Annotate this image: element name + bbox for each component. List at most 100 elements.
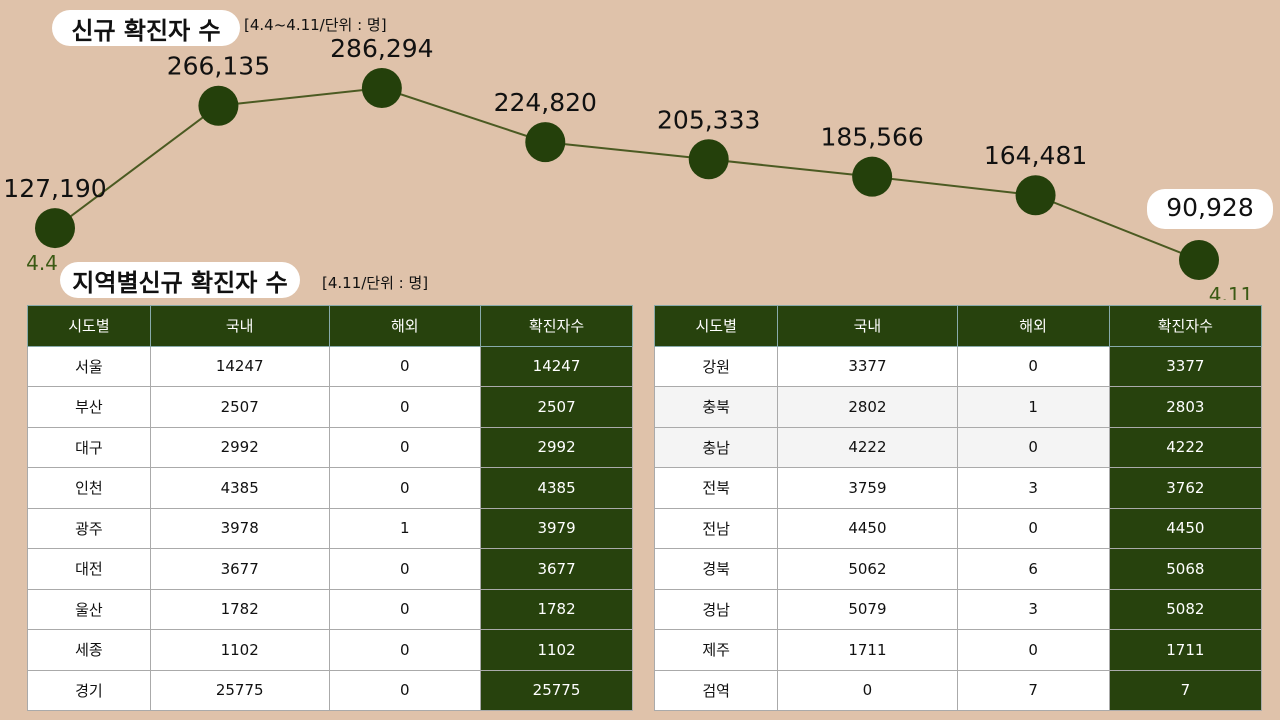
value-label: 127,190 [3,174,106,203]
cell: 7 [956,669,1110,711]
cell: 0 [328,629,482,671]
cell: 14247 [149,345,330,387]
line-chart: 127,190 4.4 266,135 286,294 224,820 205,333 18… [3,34,1273,300]
header-cell: 확진자수 [480,305,633,347]
header-cell: 국내 [777,305,958,347]
cell: 2507 [149,386,330,428]
cell: 0 [328,588,482,630]
cell: 1 [956,386,1110,428]
header-row: 시도별 국내 해외 확진자수 [27,305,633,347]
header-cell: 해외 [956,305,1110,347]
x-label: 4.11 [1209,283,1254,300]
value-label: 205,333 [657,105,760,134]
cell: 2992 [149,426,330,468]
table-row: 강원 3377 0 3377 [653,345,1263,387]
cell: 인천 [27,467,151,509]
cell: 4222 [777,426,958,468]
cell: 0 [956,426,1110,468]
cell: 3759 [777,467,958,509]
cell: 0 [956,345,1110,387]
section-title: 지역별신규 확진자 수 [60,262,300,298]
value-label: 185,566 [820,123,923,152]
total-cell: 4385 [480,467,633,509]
region-table: 시도별 국내 해외 확진자수 강원 3377 0 3377 충북 2802 1 2803 충남 4222 0… [653,305,1263,711]
point [1179,240,1219,280]
cell: 5062 [777,548,958,590]
total-cell: 2992 [480,426,633,468]
table-row: 전북 3759 3 3762 [653,467,1263,509]
chart-subtitle: [4.4~4.11/단위 : 명] [244,16,387,34]
table-row: 세종 1102 0 1102 [27,629,633,671]
header-cell: 해외 [328,305,482,347]
table-row: 충남 4222 0 4222 [653,426,1263,468]
cell: 0 [956,507,1110,549]
total-cell: 1782 [480,588,633,630]
value-label: 164,481 [984,141,1087,170]
table-row: 검역 0 7 7 [653,669,1263,711]
cell: 25775 [149,669,330,711]
cell: 1711 [777,629,958,671]
header-cell: 시도별 [27,305,151,347]
total-cell: 14247 [480,345,633,387]
total-cell: 7 [1108,669,1263,711]
cell: 서울 [27,345,151,387]
cell: 3677 [149,548,330,590]
table-row: 충북 2802 1 2803 [653,386,1263,428]
cell: 0 [328,345,482,387]
cell: 제주 [653,629,779,671]
cell: 3 [956,467,1110,509]
x-label: 4.4 [26,251,58,275]
cell: 대구 [27,426,151,468]
value-label: 90,928 [1166,193,1253,222]
cell: 전남 [653,507,779,549]
cell: 1 [328,507,482,549]
total-cell: 3377 [1108,345,1263,387]
table-row: 서울 14247 0 14247 [27,345,633,387]
cell: 5079 [777,588,958,630]
cell: 경남 [653,588,779,630]
cell: 전북 [653,467,779,509]
cell: 경기 [27,669,151,711]
section-subtitle: [4.11/단위 : 명] [322,274,429,292]
cell: 검역 [653,669,779,711]
point [35,208,75,249]
cell: 0 [956,629,1110,671]
cell: 1102 [149,629,330,671]
total-cell: 3762 [1108,467,1263,509]
table-row: 전남 4450 0 4450 [653,507,1263,549]
table-row: 경북 5062 6 5068 [653,548,1263,590]
header-cell: 시도별 [653,305,779,347]
cell: 1782 [149,588,330,630]
total-cell: 3979 [480,507,633,549]
total-cell: 25775 [480,669,633,711]
total-cell: 5082 [1108,588,1263,630]
cell: 0 [777,669,958,711]
cell: 0 [328,386,482,428]
point [688,139,729,180]
cell: 세종 [27,629,151,671]
total-cell: 2803 [1108,386,1263,428]
cell: 광주 [27,507,151,549]
line [54,86,1200,261]
table-row: 인천 4385 0 4385 [27,467,633,509]
total-cell: 2507 [480,386,633,428]
cell: 경북 [653,548,779,590]
point [198,85,239,126]
cell: 4450 [777,507,958,549]
point [361,68,402,108]
table-row: 제주 1711 0 1711 [653,629,1263,671]
total-cell: 1102 [480,629,633,671]
cell: 2802 [777,386,958,428]
table-row: 경남 5079 3 5082 [653,588,1263,630]
cell: 6 [956,548,1110,590]
table-row: 울산 1782 0 1782 [27,588,633,630]
total-cell: 5068 [1108,548,1263,590]
cell: 대전 [27,548,151,590]
point [1015,175,1056,216]
cell: 3377 [777,345,958,387]
header-row: 시도별 국내 해외 확진자수 [653,305,1263,347]
value-label: 224,820 [494,88,597,117]
cell: 울산 [27,588,151,630]
cell: 3 [956,588,1110,630]
value-label: 266,135 [167,52,270,81]
